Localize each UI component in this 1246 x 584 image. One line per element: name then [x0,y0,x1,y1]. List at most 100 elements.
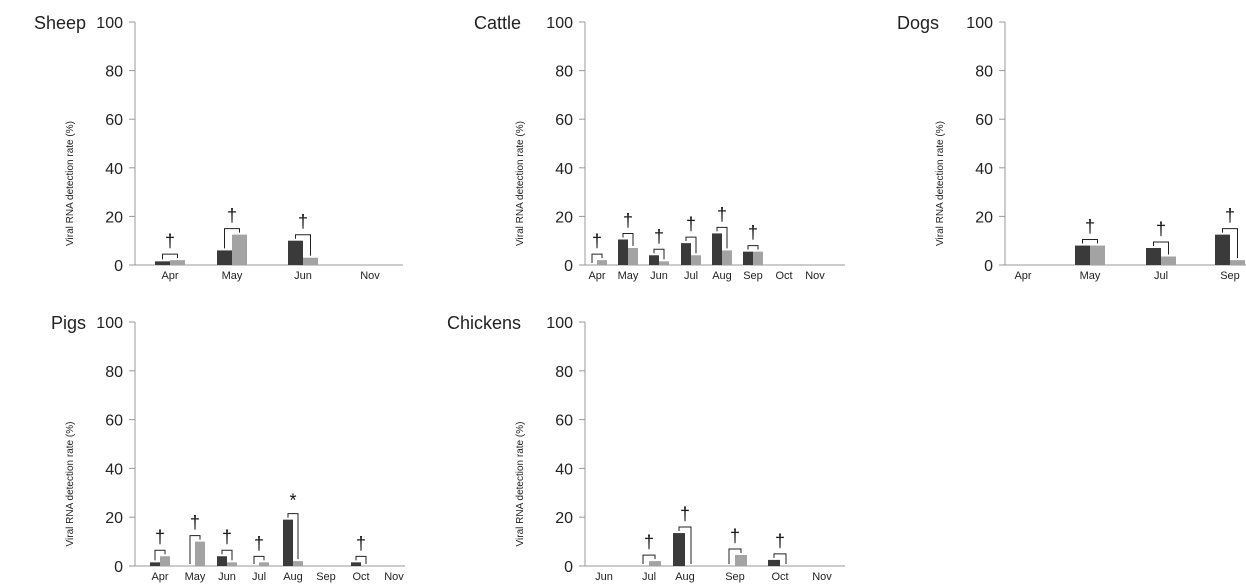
chart-title: Chickens [447,313,521,333]
significance-bracket [685,236,697,254]
chart-panel-cattle: Cattle 0 20 40 60 80 100 Viral RNA detection ra… [474,13,845,282]
significance-symbol: † [686,214,696,234]
y-tick-label: 0 [114,559,123,576]
significance-symbol: † [680,504,690,524]
x-tick-label: Jun [218,571,236,583]
x-tick-label: May [185,571,206,583]
x-tick-label: Jul [642,571,656,583]
x-tick-label: Sep [743,270,763,282]
bar-apr-series-2 [170,260,185,265]
x-tick-label: Apr [151,571,168,583]
bar-jun-series-1 [288,240,303,265]
bar-jul-series-2 [691,255,701,265]
significance-bracket [728,548,742,564]
y-tick-label: 80 [555,364,573,381]
chart-title: Sheep [34,13,86,33]
y-tick-label: 40 [975,161,993,178]
y-axis-label: Viral RNA detection rate (%) [65,422,76,547]
bar-apr-series-2 [597,260,607,265]
significance-symbol: * [289,491,296,511]
significance-symbol: † [190,513,200,533]
x-tick-label: Jun [650,270,668,282]
significance-symbol: † [592,231,602,251]
y-tick-label: 80 [105,364,123,381]
significance-bracket [678,526,692,564]
significance-bracket [154,549,166,561]
bar-sep-series-1 [743,251,753,265]
y-tick-label: 0 [114,258,123,275]
significance-symbol: † [298,212,308,232]
significance-bracket [773,553,787,564]
significance-bracket [591,253,603,263]
x-tick-label: Sep [1220,270,1240,282]
y-tick-label: 60 [975,112,993,129]
bar-jun-series-2 [659,261,669,265]
bar-jul-series-1 [1146,247,1161,265]
y-axis-label: Viral RNA detection rate (%) [515,422,526,547]
bar-may-series-1 [1075,245,1090,265]
bar-jun-series-2 [303,257,318,265]
y-tick-label: 0 [564,258,573,275]
y-tick-label: 100 [966,15,993,32]
significance-symbol: † [1225,206,1235,226]
significance-bracket [355,555,367,564]
chart-title: Dogs [897,13,939,33]
x-tick-label: Aug [712,270,732,282]
y-axis-label: Viral RNA detection rate (%) [515,121,526,246]
y-tick-label: 80 [555,64,573,81]
x-tick-label: Nov [812,571,832,583]
significance-bracket [653,248,665,260]
significance-bracket [1153,241,1169,255]
significance-bracket [622,232,634,246]
x-tick-label: Sep [316,571,336,583]
significance-bracket [716,226,728,249]
significance-bracket [287,513,299,560]
y-tick-label: 40 [105,161,123,178]
x-tick-label: Jul [684,270,698,282]
x-tick-label: Sep [725,571,745,583]
bar-sep-series-2 [735,555,747,566]
x-tick-label: May [222,270,243,282]
significance-symbol: † [775,531,785,551]
y-tick-label: 0 [564,559,573,576]
significance-bracket [162,253,178,260]
x-tick-label: Aug [283,571,303,583]
y-tick-label: 40 [555,461,573,478]
bar-jun-series-2 [227,562,237,566]
x-tick-label: May [618,270,639,282]
chart-panel-sheep: Sheep 0 20 40 60 80 100 Viral RNA detection rat… [34,13,403,282]
y-tick-label: 60 [105,413,123,430]
x-tick-label: Nov [384,571,404,583]
significance-bracket [1222,228,1238,259]
bar-aug-series-1 [673,533,685,566]
significance-symbol: † [222,527,232,547]
y-tick-label: 100 [546,15,573,32]
significance-symbol: † [623,210,633,230]
significance-bracket [642,554,656,564]
bar-may-series-2 [1090,245,1105,265]
significance-symbol: † [1085,217,1095,237]
x-tick-label: Apr [588,270,605,282]
bar-may-series-2 [628,247,638,265]
bar-oct-series-1 [768,559,780,566]
x-tick-label: Jun [595,571,613,583]
significance-symbol: † [356,533,366,553]
significance-symbol: † [717,204,727,224]
bar-jun-series-1 [649,255,659,265]
bar-aug-series-2 [293,561,303,566]
x-tick-label: Jun [294,270,312,282]
x-tick-label: May [1080,270,1101,282]
chart-panel-pigs: Pigs 0 20 40 60 80 100 Viral RNA detection rate… [51,313,405,583]
y-tick-label: 40 [105,461,123,478]
bar-sep-series-2 [753,251,763,265]
bar-may-series-1 [618,239,628,265]
bar-aug-series-1 [712,233,722,265]
x-tick-label: Nov [360,270,380,282]
x-tick-label: Nov [805,270,825,282]
y-tick-label: 20 [555,510,573,527]
y-tick-label: 60 [555,413,573,430]
chart-title: Pigs [51,313,86,333]
significance-symbol: † [1156,219,1166,239]
significance-bracket [224,228,240,249]
y-axis-label: Viral RNA detection rate (%) [65,121,76,246]
